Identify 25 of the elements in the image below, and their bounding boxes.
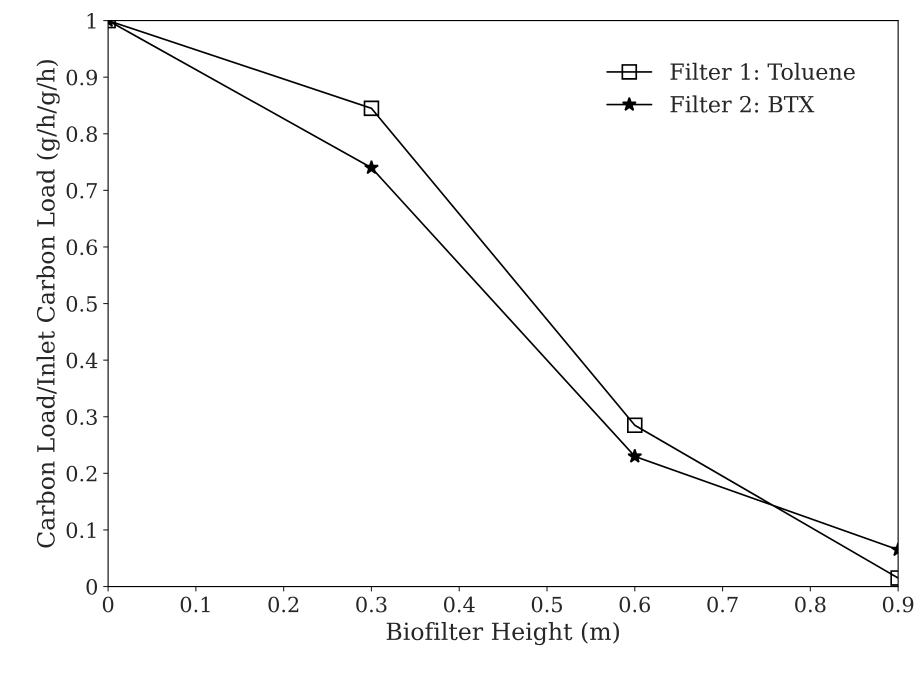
x-tick-label: 0.9 [882,596,914,612]
x-tick-label: 0.2 [268,596,298,612]
x-tick-label: 0 [102,596,114,612]
x-tick-label: 0.8 [795,596,826,612]
x-axis-title: Biofilter Height (m) [386,622,619,646]
legend-label: Filter 2: BTX [670,95,814,113]
x-tick-label: 0.7 [707,596,738,612]
y-tick-label: 0.3 [66,409,97,425]
y-tick-label: 0.8 [66,126,97,142]
y-tick-label: 0.6 [66,239,98,256]
x-tick-label: 0.3 [356,596,386,612]
x-tick-label: 0.5 [532,596,562,612]
y-axis-title: Carbon Load/Inlet Carbon Load (g/h/g/h) [36,60,60,548]
y-tick-label: 0.2 [66,466,96,482]
x-tick-label: 0.4 [444,596,475,612]
y-tick-label: 1 [88,13,96,28]
y-tick-label: 0.5 [66,296,97,312]
y-tick-label: 0 [86,578,97,595]
y-tick-label: 0.4 [66,352,98,368]
y-tick-label: 0.9 [66,70,97,86]
x-tick-label: 0.6 [620,596,650,612]
y-tick-label: 0.7 [66,182,97,199]
legend-label: Filter 1: Toluene [670,62,855,80]
x-tick-label: 0.1 [180,596,210,612]
y-tick-label: 0.1 [66,522,96,538]
